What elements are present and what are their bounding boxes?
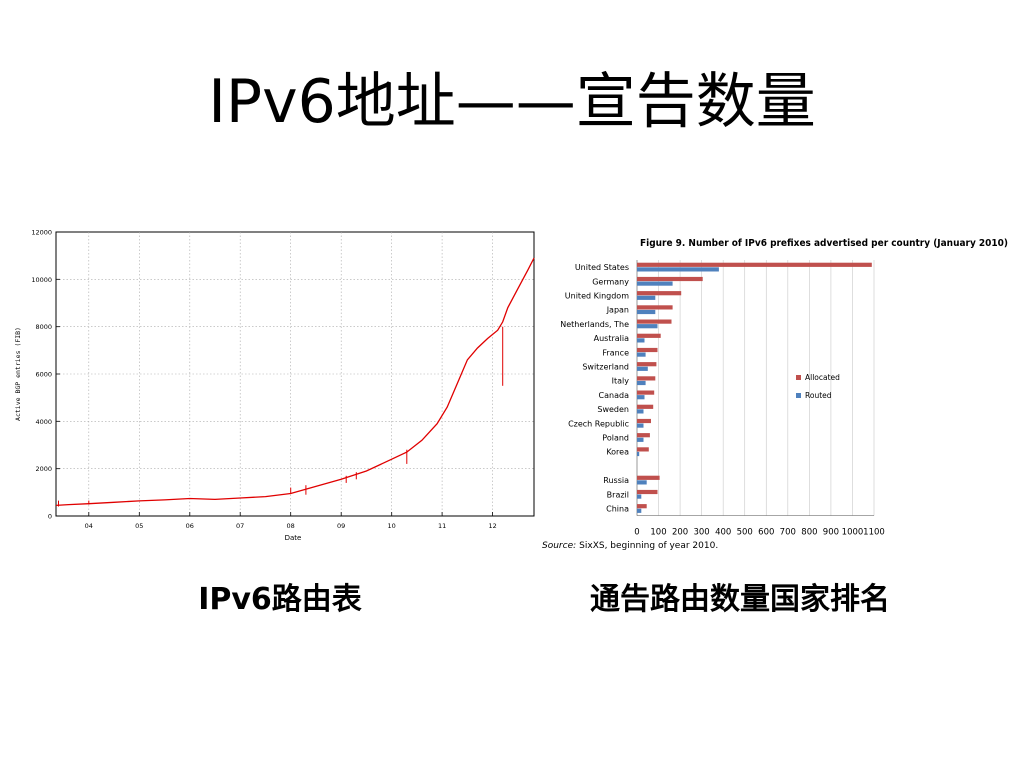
bar-allocated (637, 333, 661, 338)
y-tick-label: 12000 (31, 229, 52, 237)
category-label: Canada (599, 391, 630, 400)
legend-swatch (796, 375, 801, 380)
x-tick-label: 05 (135, 522, 143, 530)
x-tick-label: 10 (388, 522, 396, 530)
bar-allocated (637, 291, 682, 296)
bar-routed (637, 395, 645, 400)
y-axis-label: Active BGP entries (FIB) (14, 327, 22, 421)
x-tick-label: 1000 (842, 528, 864, 538)
x-axis-label: Date (285, 534, 302, 542)
category-label: Czech Republic (568, 419, 629, 428)
bar-routed (637, 267, 719, 272)
bar-allocated (637, 347, 658, 353)
x-tick-label: 1100 (863, 528, 885, 538)
category-label: United Kingdom (565, 292, 629, 301)
category-label: Brazil (607, 490, 629, 499)
slide-title: IPv6地址——宣告数量 (208, 67, 816, 137)
category-label: Sweden (597, 405, 629, 414)
chart-source: Source: SixXS, beginning of year 2010. (542, 541, 718, 551)
x-tick-label: 08 (287, 522, 295, 530)
y-tick-label: 8000 (35, 323, 52, 331)
category-label: Switzerland (582, 363, 629, 372)
x-tick-label: 11 (438, 522, 446, 530)
legend-swatch (796, 393, 801, 398)
bar-routed (637, 423, 644, 428)
category-label: Japan (606, 306, 629, 315)
caption-right: 通告路由数量国家排名 (590, 582, 890, 617)
bar-allocated (637, 504, 647, 509)
bar-routed (637, 309, 656, 315)
x-tick-label: 07 (236, 522, 244, 530)
bar-allocated (637, 376, 656, 381)
bar-allocated (637, 262, 872, 267)
y-tick-label: 4000 (35, 418, 52, 426)
caption-left: IPv6路由表 (198, 582, 362, 617)
series-line (55, 257, 535, 507)
x-tick-label: 900 (823, 528, 839, 538)
y-tick-label: 10000 (31, 276, 52, 284)
bar-routed (637, 451, 640, 457)
bar-routed (637, 338, 645, 343)
x-tick-label: 700 (780, 528, 796, 538)
category-label: China (606, 505, 629, 514)
y-tick-label: 0 (48, 513, 52, 521)
bar-routed (637, 366, 648, 371)
bar-routed (637, 281, 673, 286)
x-tick-label: 800 (801, 528, 817, 538)
bar-allocated (637, 276, 703, 282)
bar-routed (637, 295, 656, 300)
category-label: Netherlands, The (560, 320, 629, 329)
bar-allocated (637, 475, 660, 480)
bar-routed (637, 352, 646, 357)
x-tick-label: 300 (693, 528, 709, 538)
bar-allocated (637, 319, 672, 324)
y-tick-label: 6000 (35, 371, 52, 379)
bgp-fib-line-chart: 04 05 06 07 08 09 10 11 12 0 2000 4000 6000 8000 10000… (14, 229, 535, 542)
bar-allocated (637, 447, 649, 452)
bar-allocated (637, 362, 657, 367)
category-label: Italy (612, 377, 630, 386)
x-tick-label: 04 (85, 522, 93, 530)
bar-routed (637, 508, 642, 513)
bar-allocated (637, 418, 651, 424)
bar-routed (637, 380, 646, 386)
category-label: Poland (602, 434, 629, 443)
legend-label: Routed (805, 391, 832, 400)
x-tick-label: 100 (650, 528, 666, 538)
bar-routed (637, 480, 647, 485)
legend-label: Allocated (805, 373, 840, 382)
bar-routed (637, 437, 644, 442)
bar-allocated (637, 433, 650, 438)
bar-allocated (637, 305, 673, 310)
x-tick-label: 09 (337, 522, 345, 530)
chart-title: Figure 9. Number of IPv6 prefixes advert… (640, 238, 1008, 249)
bar-allocated (637, 404, 654, 409)
category-label: France (602, 348, 629, 357)
x-tick-label: 12 (488, 522, 496, 530)
x-tick-label: 200 (672, 528, 688, 538)
x-tick-label: 0 (634, 528, 639, 538)
bar-routed (637, 494, 642, 499)
category-label: Australia (594, 334, 629, 343)
bar-routed (637, 409, 644, 414)
bar-allocated (637, 489, 658, 495)
x-tick-label: 600 (758, 528, 774, 538)
bar-allocated (637, 390, 655, 395)
ipv6-prefix-bar-chart: Figure 9. Number of IPv6 prefixes advert… (542, 238, 1008, 551)
category-label: Russia (603, 476, 629, 485)
category-label: Korea (606, 448, 629, 457)
y-tick-label: 2000 (35, 465, 52, 473)
x-tick-label: 06 (186, 522, 194, 530)
bar-routed (637, 324, 658, 329)
x-tick-label: 500 (737, 528, 753, 538)
category-label: United States (575, 263, 629, 272)
category-label: Germany (592, 277, 629, 286)
x-tick-label: 400 (715, 528, 731, 538)
